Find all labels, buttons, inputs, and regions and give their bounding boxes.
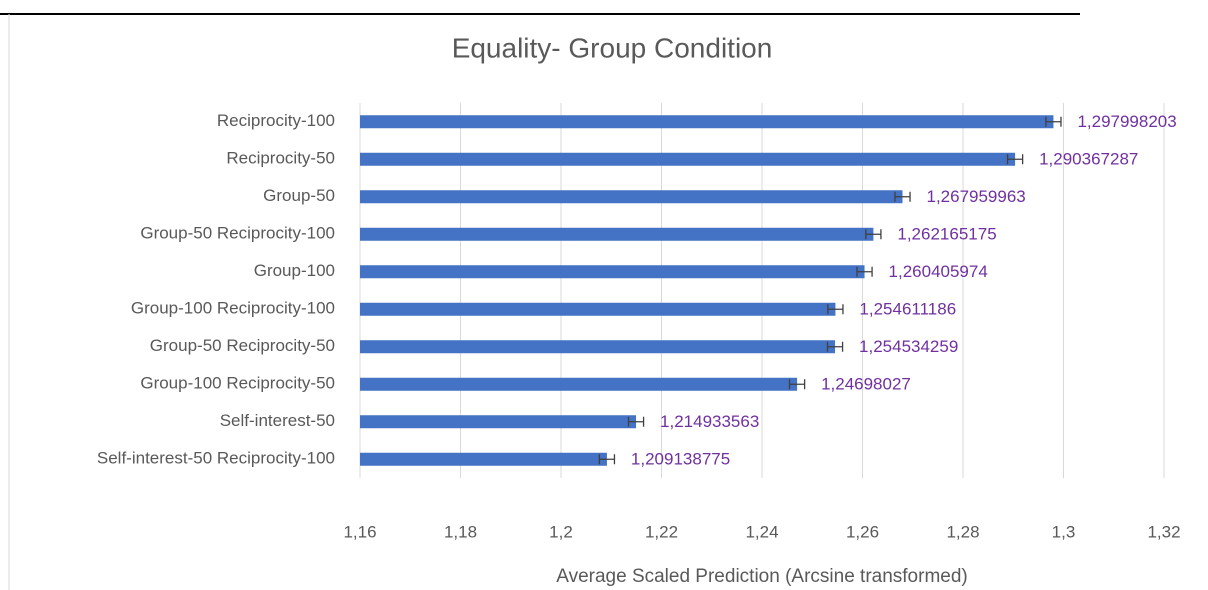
bar xyxy=(360,115,1054,129)
y-tick-label: Self-interest-50 xyxy=(220,411,335,430)
data-label: 1,267959963 xyxy=(926,187,1025,206)
error-bar xyxy=(827,304,844,315)
x-tick-label: 1,28 xyxy=(946,522,979,541)
x-tick-label: 1,24 xyxy=(745,522,778,541)
bar xyxy=(360,265,865,279)
error-bar xyxy=(627,416,645,427)
x-tick-label: 1,16 xyxy=(343,522,376,541)
bar xyxy=(360,415,637,429)
bar xyxy=(360,340,836,354)
y-tick-label: Reciprocity-100 xyxy=(217,111,335,130)
data-label: 1,254534259 xyxy=(859,337,958,356)
x-axis-title: Average Scaled Prediction (Arcsine trans… xyxy=(556,566,968,587)
error-bar xyxy=(856,266,873,277)
x-tick-label: 1,18 xyxy=(444,522,477,541)
y-tick-label: Group-100 xyxy=(254,261,335,280)
y-tick-label: Group-100 Reciprocity-50 xyxy=(140,374,335,393)
bar xyxy=(360,190,903,204)
y-tick-label: Group-100 Reciprocity-100 xyxy=(131,299,335,318)
y-tick-label: Group-50 xyxy=(263,186,335,205)
data-label: 1,260405974 xyxy=(889,262,988,281)
error-bar xyxy=(826,341,844,352)
error-bar xyxy=(894,191,911,202)
error-bar xyxy=(788,379,806,390)
x-tick-label: 1,26 xyxy=(846,522,879,541)
data-label: 1,290367287 xyxy=(1039,150,1138,169)
bar xyxy=(360,227,874,241)
data-label: 1,262165175 xyxy=(897,225,996,244)
bar xyxy=(360,152,1016,166)
y-tick-label: Group-50 Reciprocity-50 xyxy=(150,336,335,355)
bar xyxy=(360,302,836,316)
data-label: 1,214933563 xyxy=(660,412,759,431)
y-tick-label: Group-50 Reciprocity-100 xyxy=(140,224,335,243)
x-tick-label: 1,22 xyxy=(645,522,678,541)
y-tick-label: Self-interest-50 Reciprocity-100 xyxy=(97,449,335,468)
y-tick-label: Reciprocity-50 xyxy=(226,149,335,168)
x-tick-label: 1,2 xyxy=(549,522,573,541)
x-tick-label: 1,32 xyxy=(1147,522,1180,541)
bar xyxy=(360,452,607,466)
data-label: 1,254611186 xyxy=(859,300,956,319)
error-bar xyxy=(1006,154,1024,165)
error-bar xyxy=(598,454,616,465)
data-label: 1,24698027 xyxy=(821,375,911,394)
data-label: 1,209138775 xyxy=(631,450,730,469)
x-tick-label: 1,3 xyxy=(1052,522,1076,541)
error-bar xyxy=(865,229,882,240)
bar xyxy=(360,377,798,391)
error-bar xyxy=(1045,116,1062,127)
data-label: 1,297998203 xyxy=(1077,112,1176,131)
chart-title: Equality- Group Condition xyxy=(452,32,773,63)
